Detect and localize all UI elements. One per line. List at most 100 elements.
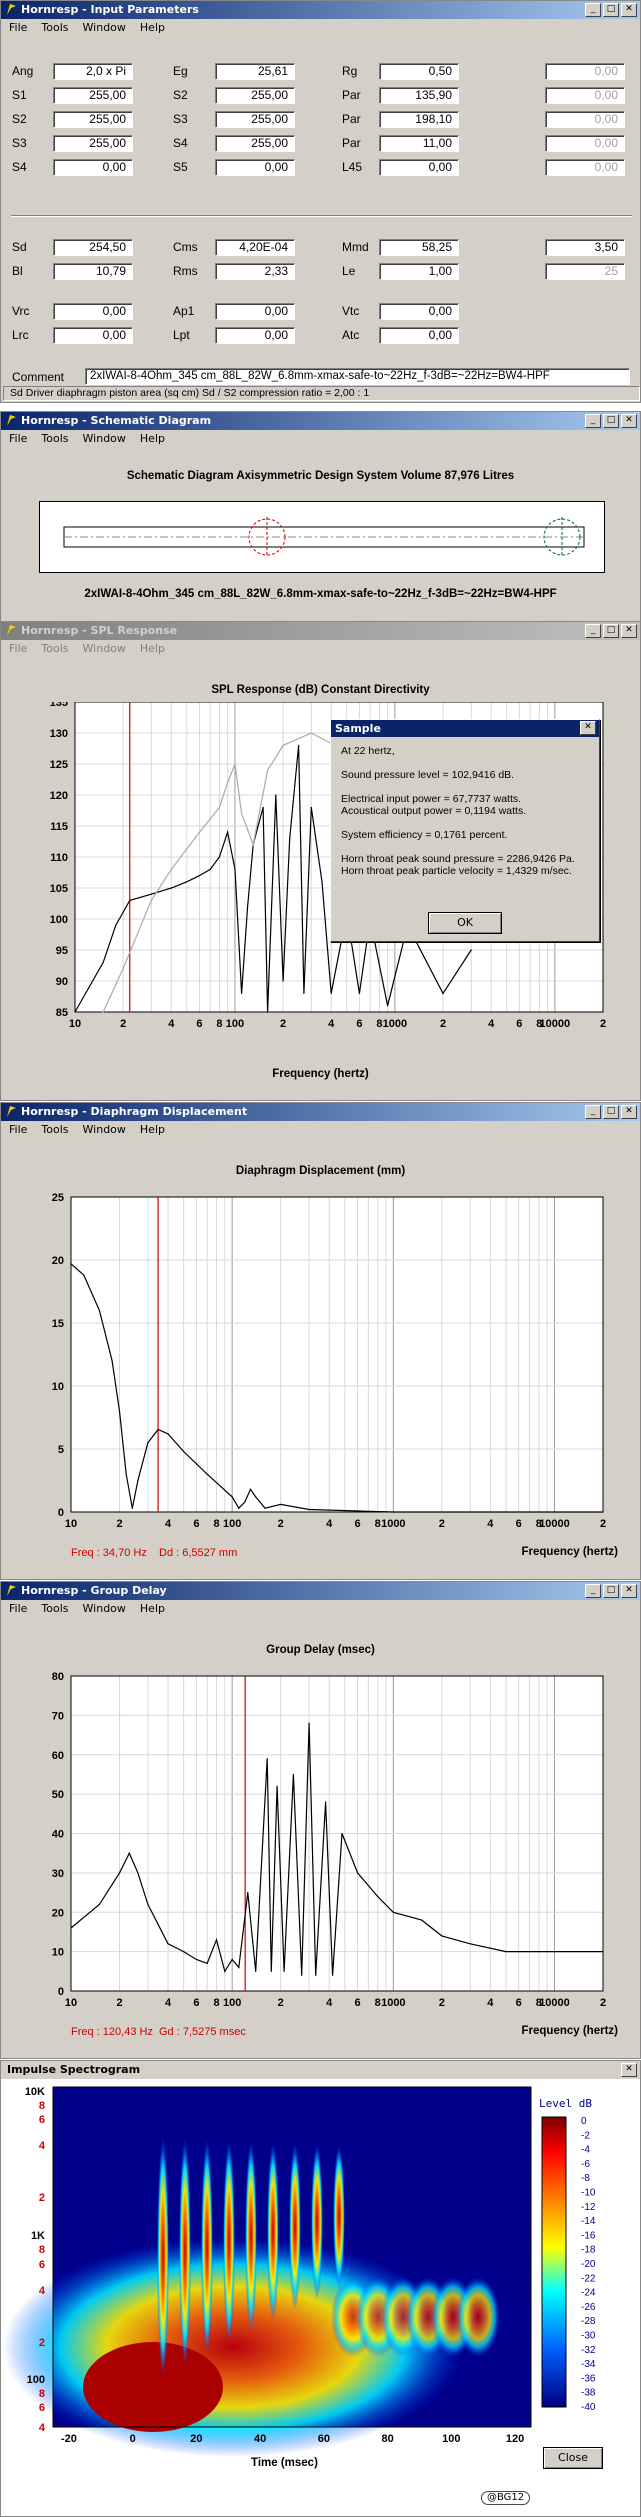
field-s3[interactable]: 255,00 xyxy=(53,135,133,152)
close-button[interactable]: ✕ xyxy=(621,2063,637,2077)
menu-help[interactable]: Help xyxy=(139,432,165,445)
field-ang[interactable]: 2,0 x Pi xyxy=(53,63,133,80)
field-s1[interactable]: 255,00 xyxy=(53,87,133,104)
field-bl[interactable]: 10,79 xyxy=(53,263,133,280)
y-tick-label: 0 xyxy=(58,1507,64,1519)
y-tick-label: 6 xyxy=(39,2114,45,2126)
x-tick-label: 100 xyxy=(442,2433,460,2445)
field-rg[interactable]: 0,50 xyxy=(379,63,459,80)
close-button[interactable]: ✕ xyxy=(621,414,637,428)
minimize-button[interactable]: _ xyxy=(585,3,601,17)
menu-tools[interactable]: Tools xyxy=(41,642,69,655)
dialog-line: At 22 hertz, xyxy=(341,745,395,757)
minimize-button[interactable]: _ xyxy=(585,624,601,638)
sample-dialog: Sample ✕ At 22 hertz, Sound pressure lev… xyxy=(330,719,600,942)
minimize-button[interactable]: _ xyxy=(585,414,601,428)
spectrogram-chart[interactable]: 10K 8 6 4 2 1K 8 6 4 2 100 8 6 4 -20 0 20 40 60 80 100 120 0 -2… xyxy=(1,2079,641,2516)
field-s3[interactable]: 255,00 xyxy=(215,111,295,128)
label-rg: Rg xyxy=(342,64,358,78)
field-s4[interactable]: 255,00 xyxy=(215,135,295,152)
close-button[interactable]: ✕ xyxy=(621,624,637,638)
field-lpt[interactable]: 0,00 xyxy=(215,327,295,344)
close-spectrogram-button[interactable]: Close xyxy=(543,2447,603,2469)
close-button[interactable]: ✕ xyxy=(621,1584,637,1598)
maximize-button[interactable]: □ xyxy=(603,3,619,17)
field-vrc[interactable]: 0,00 xyxy=(53,303,133,320)
y-tick-label: 85 xyxy=(56,1007,68,1019)
field-f45[interactable]: 0,00 xyxy=(545,159,625,176)
menu-window[interactable]: Window xyxy=(82,1602,126,1615)
field-f34[interactable]: 0,00 xyxy=(545,135,625,152)
x-tick-label: 8 xyxy=(375,1518,381,1530)
dialog-line xyxy=(331,817,599,829)
field-f12[interactable]: 0,00 xyxy=(545,87,625,104)
field-par[interactable]: 135,90 xyxy=(379,87,459,104)
menu-window[interactable]: Window xyxy=(82,21,126,34)
field-re[interactable]: 3,50 xyxy=(545,239,625,256)
menu-file[interactable]: File xyxy=(9,1602,28,1615)
menu-help[interactable]: Help xyxy=(139,21,165,34)
field-th[interactable]: 25 xyxy=(545,263,625,280)
close-button[interactable]: ✕ xyxy=(621,1105,637,1119)
field-ap1[interactable]: 0,00 xyxy=(215,303,295,320)
x-tick-label: -20 xyxy=(61,2433,77,2445)
label-bl: Bl xyxy=(12,264,23,278)
menu-file[interactable]: File xyxy=(9,21,28,34)
field-le[interactable]: 1,00 xyxy=(379,263,459,280)
close-button[interactable]: ✕ xyxy=(621,3,637,17)
minimize-button[interactable]: _ xyxy=(585,1105,601,1119)
menu-help[interactable]: Help xyxy=(139,1123,165,1136)
data-point xyxy=(150,899,152,901)
field-s2[interactable]: 255,00 xyxy=(215,87,295,104)
menu-window[interactable]: Window xyxy=(82,642,126,655)
menu-tools[interactable]: Tools xyxy=(41,21,69,34)
field-atc[interactable]: 0,00 xyxy=(379,327,459,344)
label-eg: Eg xyxy=(173,64,188,78)
field-eg[interactable]: 25,61 xyxy=(215,63,295,80)
field-par[interactable]: 11,00 xyxy=(379,135,459,152)
group-delay-chart-title: Group Delay (msec) xyxy=(266,1644,375,1656)
field-par[interactable]: 198,10 xyxy=(379,111,459,128)
x-tick-label: 40 xyxy=(254,2433,266,2445)
field-mmd[interactable]: 58,25 xyxy=(379,239,459,256)
field-lrc[interactable]: 0,00 xyxy=(53,327,133,344)
x-tick-label: 4 xyxy=(165,1518,172,1530)
maximize-button[interactable]: □ xyxy=(603,1105,619,1119)
menu-file[interactable]: File xyxy=(9,642,28,655)
menu-help[interactable]: Help xyxy=(139,1602,165,1615)
field-sd[interactable]: 254,50 xyxy=(53,239,133,256)
field-vtc[interactable]: 0,00 xyxy=(379,303,459,320)
field-f23[interactable]: 0,00 xyxy=(545,111,625,128)
menu-file[interactable]: File xyxy=(9,1123,28,1136)
field-cms[interactable]: 4,20E-04 xyxy=(215,239,295,256)
data-point xyxy=(102,961,104,963)
menu-tools[interactable]: Tools xyxy=(41,432,69,445)
field-s5[interactable]: 0,00 xyxy=(215,159,295,176)
colorbar-tick-label: -36 xyxy=(581,2373,596,2384)
field-rms[interactable]: 2,33 xyxy=(215,263,295,280)
maximize-button[interactable]: □ xyxy=(603,414,619,428)
menu-file[interactable]: File xyxy=(9,432,28,445)
data-point xyxy=(247,1891,249,1894)
maximize-button[interactable]: □ xyxy=(603,1584,619,1598)
field-fta[interactable]: 0,00 xyxy=(545,63,625,80)
menu-help[interactable]: Help xyxy=(139,642,165,655)
menu-tools[interactable]: Tools xyxy=(41,1602,69,1615)
ok-button[interactable]: OK xyxy=(428,912,502,934)
data-point xyxy=(198,831,201,833)
menu-tools[interactable]: Tools xyxy=(41,1123,69,1136)
field-l45[interactable]: 0,00 xyxy=(379,159,459,176)
comment-field[interactable]: 2xIWAI-8-4Ohm_345 cm_88L_82W_6.8mm-xmax-… xyxy=(85,368,630,385)
group-delay-freq-readout: Freq : 120,43 Hz xyxy=(71,2026,153,2038)
data-point xyxy=(255,1970,257,1972)
minimize-button[interactable]: _ xyxy=(585,1584,601,1598)
dialog-close-button[interactable]: ✕ xyxy=(580,721,596,735)
menu-window[interactable]: Window xyxy=(82,1123,126,1136)
maximize-button[interactable]: □ xyxy=(603,624,619,638)
field-s4[interactable]: 0,00 xyxy=(53,159,133,176)
x-tick-label: 1000 xyxy=(383,1018,407,1030)
menu-window[interactable]: Window xyxy=(82,432,126,445)
field-s2[interactable]: 255,00 xyxy=(53,111,133,128)
